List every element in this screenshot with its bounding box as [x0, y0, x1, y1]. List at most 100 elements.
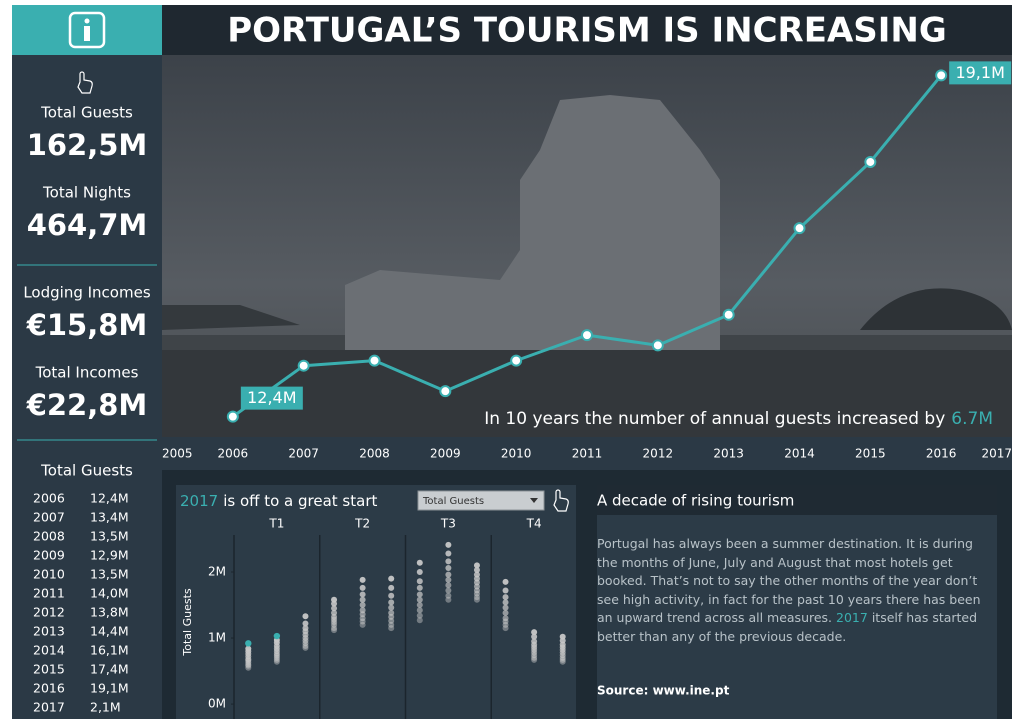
text-panel-header [597, 485, 997, 515]
dot [416, 617, 423, 624]
header [162, 5, 1012, 55]
y-tick-label: 0M [208, 697, 226, 711]
value-label-bg [240, 386, 303, 410]
value-label: 19,1M [955, 63, 1004, 82]
info-icon[interactable] [68, 11, 106, 49]
annotation-highlight: 6.7M [951, 409, 993, 429]
dot [359, 576, 366, 583]
dot [388, 599, 395, 606]
photo-water [162, 335, 1012, 437]
dot [445, 558, 452, 565]
y-axis-label: Total Guests [181, 588, 194, 656]
dot [502, 604, 509, 611]
table-year: 2017 [33, 700, 65, 715]
dot [331, 609, 338, 616]
photo-tower [345, 95, 720, 350]
table-value: 12,4M [90, 491, 129, 506]
dot-highlight [273, 632, 281, 640]
x-tick-label: 2013 [713, 447, 744, 461]
table-title: Total Guests [40, 462, 133, 480]
table-year: 2012 [33, 605, 65, 620]
body-text: Portugal has always been a summer destin… [597, 536, 981, 625]
text-panel-title: A decade of rising tourism [597, 492, 794, 510]
dot [359, 584, 366, 591]
x-tick-label: 2008 [359, 447, 390, 461]
x-tick-label: 2014 [784, 447, 815, 461]
annotation: In 10 years the number of annual guests … [484, 409, 993, 429]
dot [359, 596, 366, 603]
table-value: 17,4M [90, 662, 129, 677]
dot [331, 605, 338, 612]
y-tick-label: 1M [208, 631, 226, 645]
table-value: 2,1M [90, 700, 121, 715]
dropdown[interactable] [417, 490, 545, 511]
photo-trees [860, 288, 1012, 330]
kpi-value: €15,8M [26, 308, 148, 342]
kpi-label: Total Guests [40, 104, 133, 122]
point [651, 339, 664, 352]
quarter-label: T3 [440, 517, 456, 531]
quarter-label: T4 [526, 517, 542, 531]
point [722, 308, 735, 321]
dot [502, 609, 509, 616]
strip-title: 2017 is off to a great start [180, 492, 377, 510]
hand-icon [553, 489, 569, 512]
sidebar [12, 5, 162, 719]
table-year: 2016 [33, 681, 65, 696]
point [368, 354, 381, 367]
table-value: 13,5M [90, 567, 129, 582]
table-year: 2011 [33, 586, 65, 601]
strip-title-highlight: 2017 [180, 492, 218, 510]
title: PORTUGAL’S TOURISM IS INCREASING [227, 11, 947, 51]
kpi-label: Total Incomes [35, 364, 139, 382]
table-year: 2006 [33, 491, 65, 506]
dot [416, 596, 423, 603]
dot [502, 599, 509, 606]
table-value: 14,4M [90, 624, 129, 639]
dot [502, 594, 509, 601]
dot [388, 592, 395, 599]
dot [416, 607, 423, 614]
dot [416, 584, 423, 591]
dot [302, 613, 309, 620]
annotation-text: In 10 years the number of annual guests … [484, 409, 945, 429]
x-tick-label: 2015 [855, 447, 886, 461]
dot [473, 571, 480, 578]
dot [445, 587, 452, 594]
dot [416, 612, 423, 619]
dot [388, 604, 395, 611]
dot [502, 615, 509, 622]
kpi-value: 162,5M [27, 128, 148, 162]
dot-highlight [245, 640, 252, 647]
point [297, 359, 310, 372]
y-tick-label: 2M [208, 564, 226, 578]
dot [416, 591, 423, 598]
dot [302, 625, 309, 632]
point [793, 222, 806, 235]
point [510, 354, 523, 367]
point [226, 410, 239, 423]
table-year: 2013 [33, 624, 65, 639]
hand-icon [77, 71, 93, 94]
table-value: 19,1M [90, 681, 129, 696]
dot [502, 578, 509, 585]
x-tick-label: 2010 [501, 447, 532, 461]
body-highlight: 2017 [836, 610, 868, 625]
table-value: 16,1M [90, 643, 129, 658]
dot [359, 607, 366, 614]
dot [502, 587, 509, 594]
table-year: 2009 [33, 548, 65, 563]
kpi-label: Total Nights [42, 184, 131, 202]
point [935, 69, 948, 82]
dot [473, 567, 480, 574]
kpi-value: €22,8M [26, 388, 148, 422]
dot [445, 592, 452, 599]
dropdown-label: Total Guests [422, 496, 484, 507]
text-panel-body: Portugal has always been a summer destin… [597, 535, 992, 646]
strip-panel [176, 485, 576, 719]
dropdown-arrow [530, 498, 538, 503]
x-tick-label: 2017 [981, 447, 1012, 461]
table-value: 13,4M [90, 510, 129, 525]
dot [445, 565, 452, 572]
